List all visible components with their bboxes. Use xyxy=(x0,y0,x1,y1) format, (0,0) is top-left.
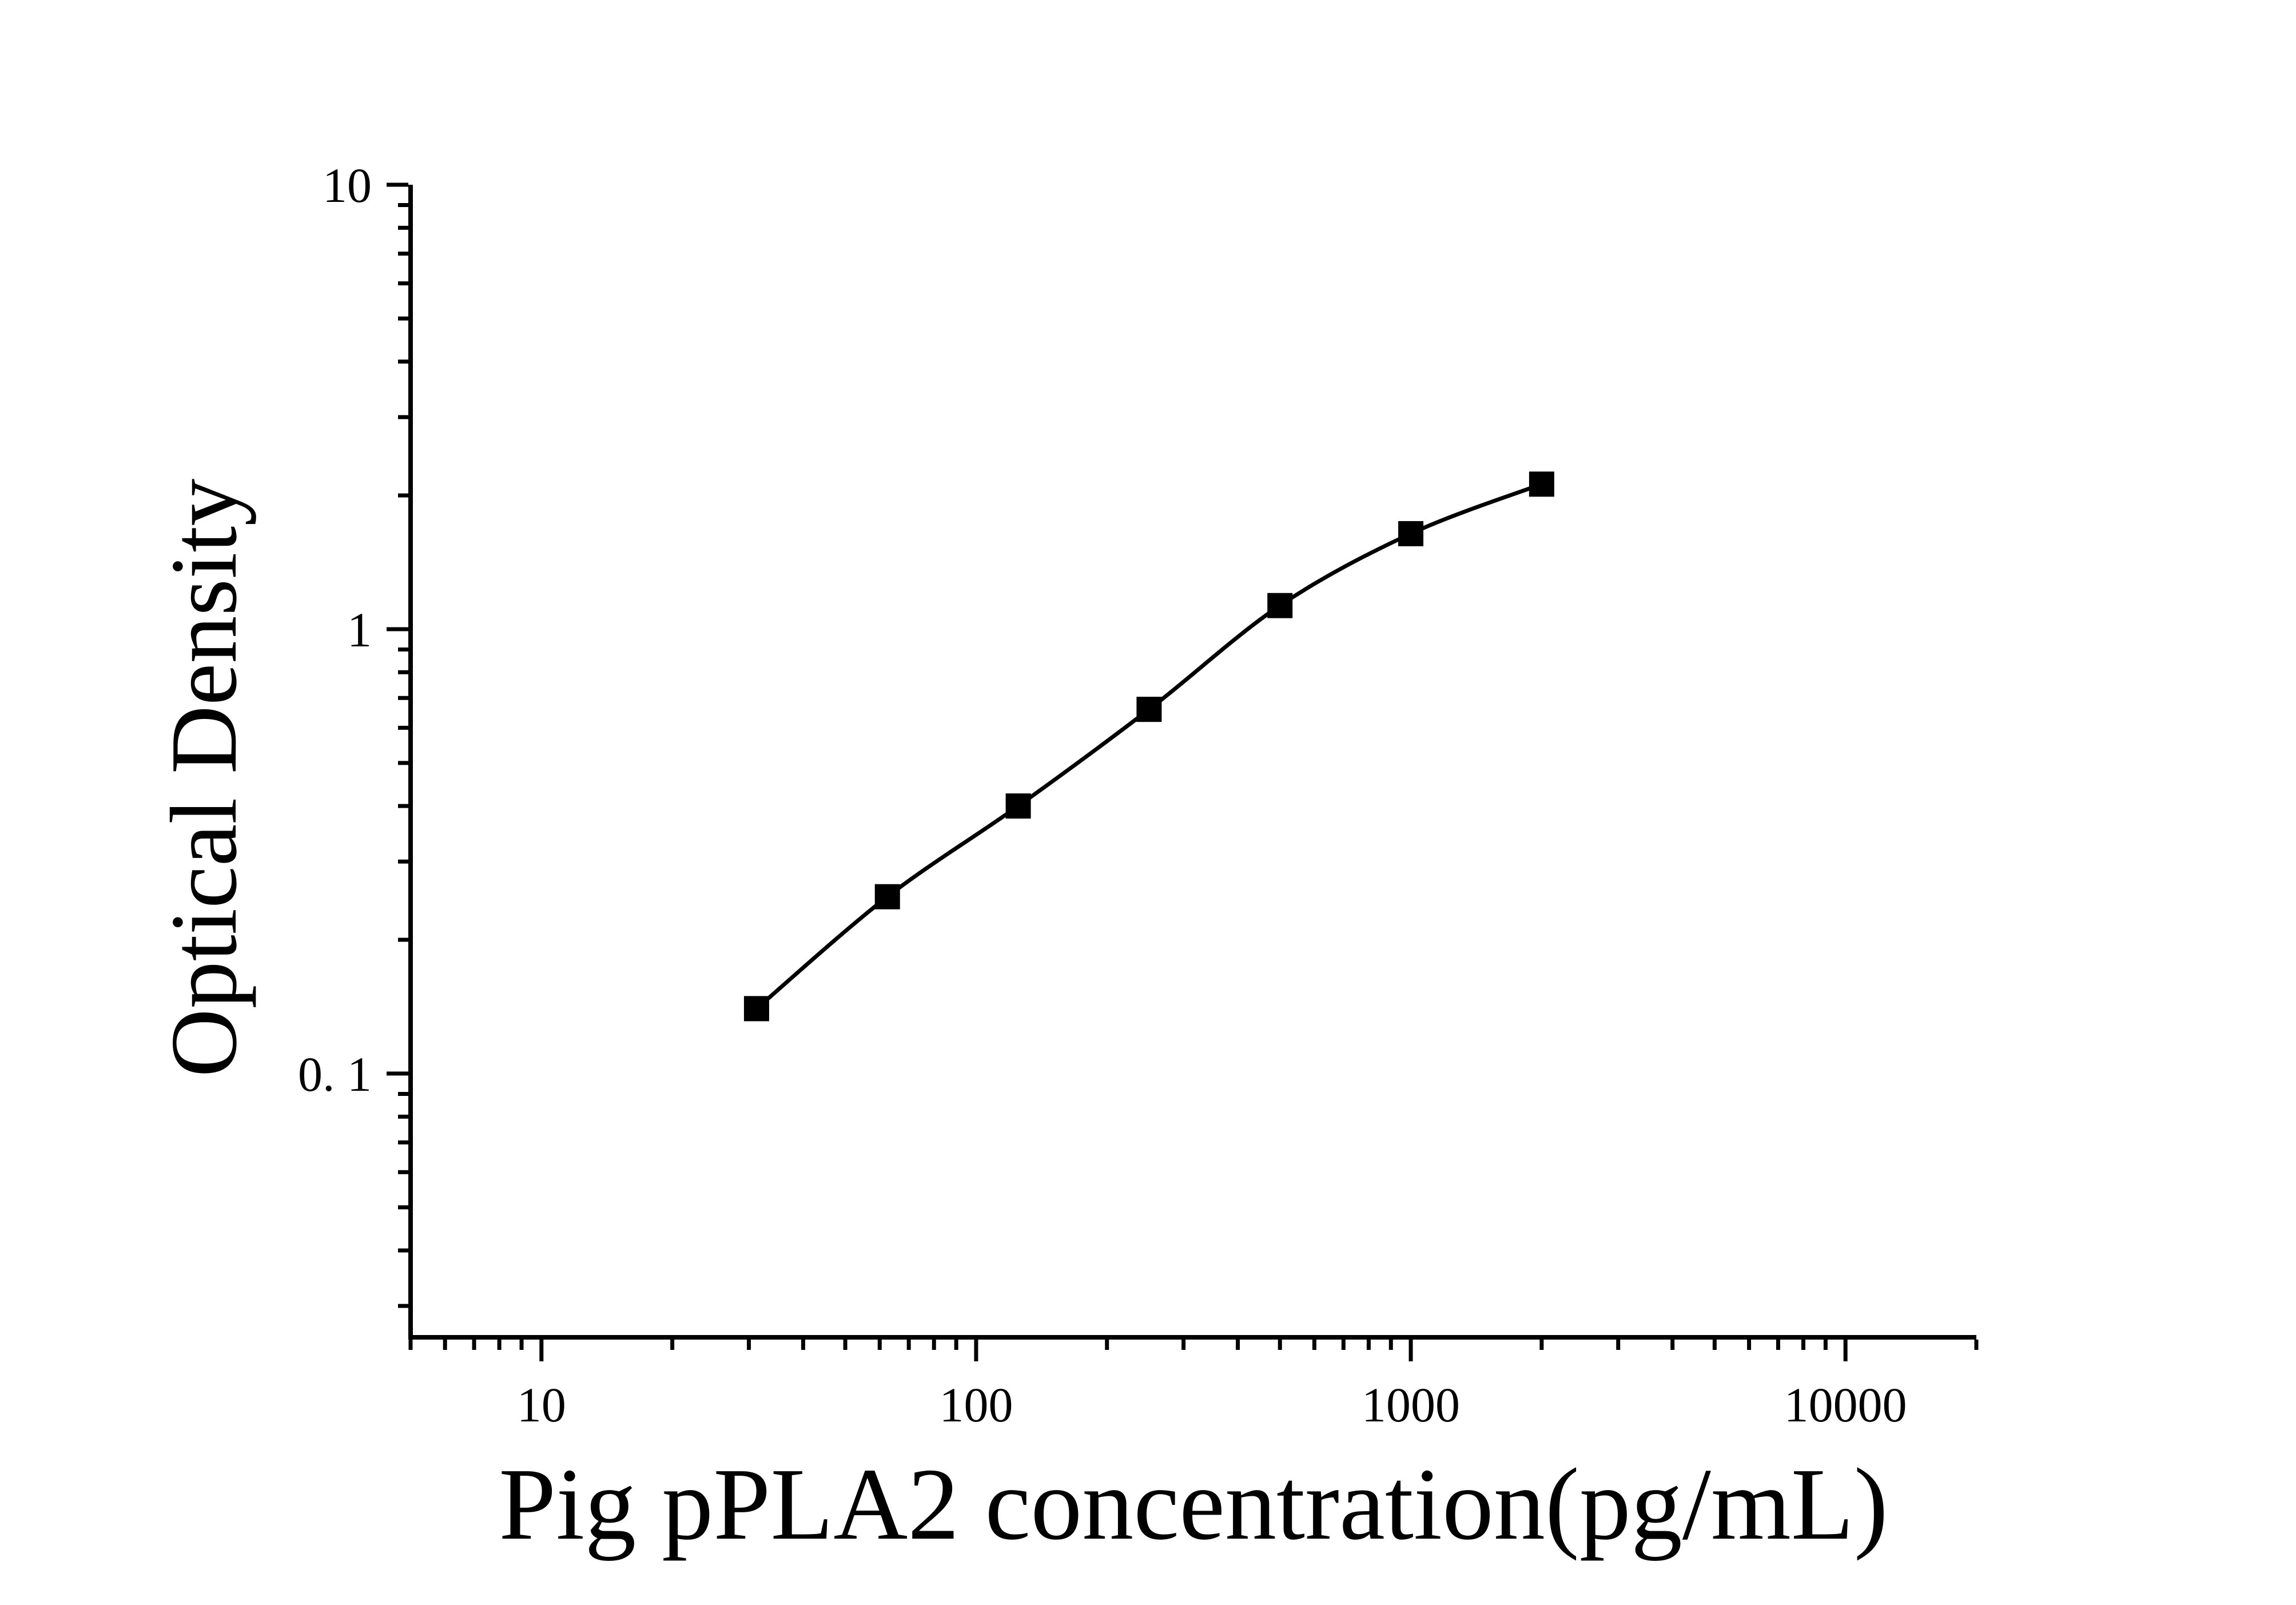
data-point-marker xyxy=(1136,697,1162,722)
data-points xyxy=(743,471,1554,1022)
data-point-marker xyxy=(1267,593,1293,618)
fit-curve xyxy=(755,482,1543,1011)
standard-curve xyxy=(755,482,1543,1011)
axis-ticks xyxy=(387,182,1979,1361)
data-point-marker xyxy=(874,884,900,909)
data-point-marker xyxy=(1005,793,1031,819)
x-tick-label: 10000 xyxy=(1784,1377,1907,1432)
x-tick-label: 10 xyxy=(517,1377,566,1432)
data-point-marker xyxy=(1529,471,1554,497)
x-tick-label: 1000 xyxy=(1362,1377,1460,1432)
y-tick-label: 10 xyxy=(323,158,372,213)
axis-spines xyxy=(408,185,1976,1340)
x-tick-label: 100 xyxy=(939,1377,1013,1432)
x-axis-title: Pig pPLA2 concentration(pg/mL) xyxy=(499,1447,1888,1561)
tick-labels: 10 100 1000 10000 0. 1 1 10 xyxy=(298,158,1907,1432)
axis-spine xyxy=(408,185,1976,1340)
data-point-marker xyxy=(743,996,769,1022)
y-axis-title: Optical Density xyxy=(151,479,256,1078)
y-tick-label: 1 xyxy=(347,602,372,657)
data-point-marker xyxy=(1398,521,1424,547)
y-tick-label: 0. 1 xyxy=(298,1047,372,1102)
